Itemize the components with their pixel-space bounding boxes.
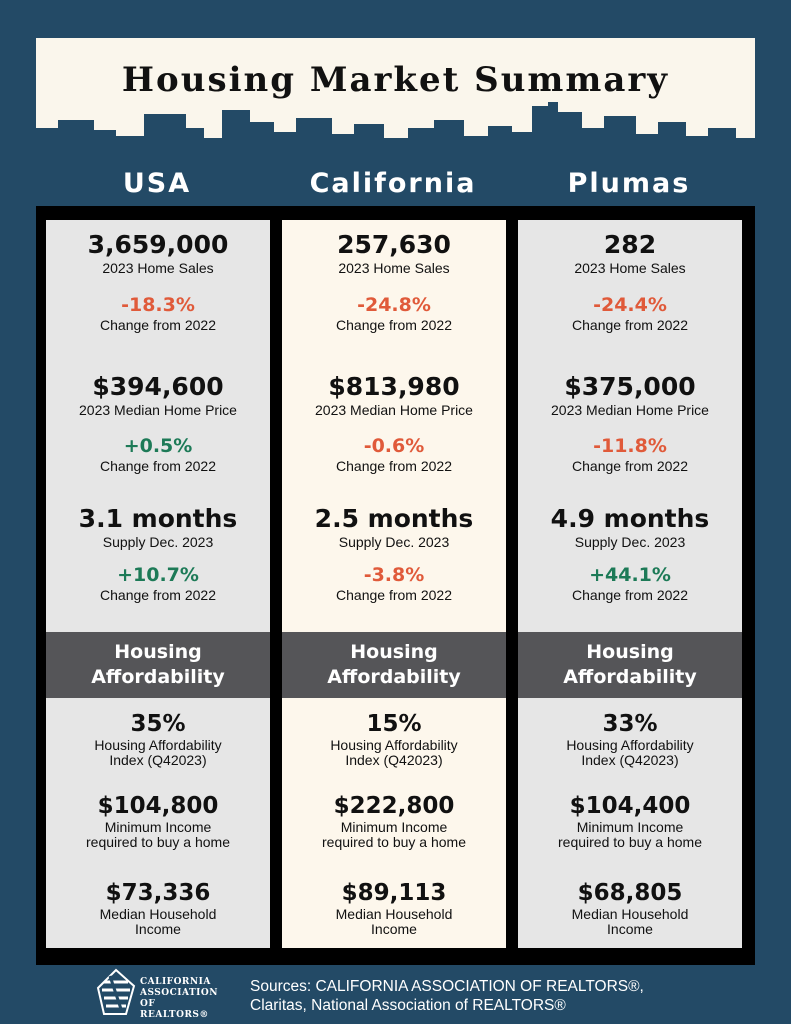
sources-text: Sources: CALIFORNIA ASSOCIATION OF REALT… xyxy=(250,977,770,1015)
median-price-label: 2023 Median Home Price xyxy=(79,402,237,418)
page-title: Housing Market Summary xyxy=(121,60,670,100)
median-price-change: +0.5% xyxy=(123,435,193,457)
supply-label: Supply Dec. 2023 xyxy=(102,534,214,550)
median-price-change: -11.8% xyxy=(593,435,667,457)
affordability-index-label: Housing Affordability xyxy=(94,737,222,753)
column-plumas: 282 2023 Home Sales -24.4% Change from 2… xyxy=(518,220,742,948)
sources-line2: Claritas, National Association of REALTO… xyxy=(250,997,566,1014)
minimum-income-label: Minimum Income xyxy=(576,819,684,835)
logo-line2: ASSOCIATION xyxy=(140,988,218,998)
household-income-label: Median Household xyxy=(571,906,689,922)
affordability-heading-line1: Housing xyxy=(586,641,674,663)
minimum-income-value: $104,400 xyxy=(569,793,691,819)
affordability-heading-line2: Affordability xyxy=(91,666,225,688)
median-price-value: $394,600 xyxy=(92,372,224,401)
title-banner: Housing Market Summary xyxy=(36,38,755,158)
change-label: Change from 2022 xyxy=(336,458,452,474)
affordability-heading: Housing Affordability xyxy=(46,632,270,698)
change-label: Change from 2022 xyxy=(572,317,688,333)
supply-label: Supply Dec. 2023 xyxy=(338,534,450,550)
change-label: Change from 2022 xyxy=(100,587,216,603)
column-header-usa: USA xyxy=(122,168,192,199)
household-income-sublabel: Income xyxy=(607,921,653,937)
supply-change: -3.8% xyxy=(363,564,425,586)
affordability-heading-line1: Housing xyxy=(114,641,202,663)
minimum-income-label: Minimum Income xyxy=(340,819,448,835)
supply-change: +44.1% xyxy=(589,564,671,586)
change-label: Change from 2022 xyxy=(100,458,216,474)
minimum-income-sublabel: required to buy a home xyxy=(322,834,466,850)
column-california: 257,630 2023 Home Sales -24.8% Change fr… xyxy=(282,220,506,948)
affordability-index-sublabel: Index (Q42023) xyxy=(109,752,207,768)
supply-value: 4.9 months xyxy=(550,504,710,533)
change-label: Change from 2022 xyxy=(572,458,688,474)
supply-label: Supply Dec. 2023 xyxy=(574,534,686,550)
change-label: Change from 2022 xyxy=(336,587,452,603)
affordability-index-sublabel: Index (Q42023) xyxy=(581,752,679,768)
home-sales-change: -24.8% xyxy=(357,294,431,316)
supply-change: +10.7% xyxy=(117,564,199,586)
change-label: Change from 2022 xyxy=(572,587,688,603)
median-price-label: 2023 Median Home Price xyxy=(551,402,709,418)
minimum-income-label: Minimum Income xyxy=(104,819,212,835)
affordability-index-label: Housing Affordability xyxy=(330,737,458,753)
home-sales-change: -24.4% xyxy=(593,294,667,316)
household-income-value: $89,113 xyxy=(341,880,447,906)
minimum-income-sublabel: required to buy a home xyxy=(86,834,230,850)
change-label: Change from 2022 xyxy=(336,317,452,333)
household-income-sublabel: Income xyxy=(135,921,181,937)
household-income-value: $73,336 xyxy=(105,880,211,906)
affordability-heading: Housing Affordability xyxy=(518,632,742,698)
home-sales-value: 3,659,000 xyxy=(87,230,229,259)
column-header-california: California xyxy=(309,168,477,199)
affordability-index-label: Housing Affordability xyxy=(566,737,694,753)
affordability-heading-line2: Affordability xyxy=(327,666,461,688)
logo-line1: CALIFORNIA xyxy=(140,977,211,987)
household-income-value: $68,805 xyxy=(577,880,683,906)
home-sales-value: 257,630 xyxy=(337,230,451,259)
affordability-heading-line2: Affordability xyxy=(563,666,697,688)
median-price-value: $375,000 xyxy=(564,372,696,401)
car-logo: CALIFORNIA ASSOCIATION OF REALTORS® xyxy=(96,968,226,1020)
minimum-income-sublabel: required to buy a home xyxy=(558,834,702,850)
column-header-plumas: Plumas xyxy=(567,168,691,199)
household-income-label: Median Household xyxy=(99,906,217,922)
median-price-change: -0.6% xyxy=(363,435,425,457)
minimum-income-value: $222,800 xyxy=(333,793,455,819)
household-income-sublabel: Income xyxy=(371,921,417,937)
affordability-index-value: 33% xyxy=(602,711,658,737)
home-sales-value: 282 xyxy=(603,230,657,259)
affordability-heading: Housing Affordability xyxy=(282,632,506,698)
median-price-label: 2023 Median Home Price xyxy=(315,402,473,418)
household-income-label: Median Household xyxy=(335,906,453,922)
home-sales-label: 2023 Home Sales xyxy=(102,260,214,276)
minimum-income-value: $104,800 xyxy=(97,793,219,819)
affordability-index-value: 15% xyxy=(366,711,422,737)
sources-line1: Sources: CALIFORNIA ASSOCIATION OF REALT… xyxy=(250,978,644,995)
home-sales-label: 2023 Home Sales xyxy=(338,260,450,276)
supply-value: 3.1 months xyxy=(78,504,238,533)
logo-line3: OF REALTORS® xyxy=(140,999,209,1020)
car-logo-icon xyxy=(96,968,136,1015)
change-label: Change from 2022 xyxy=(100,317,216,333)
median-price-value: $813,980 xyxy=(328,372,460,401)
home-sales-label: 2023 Home Sales xyxy=(574,260,686,276)
supply-value: 2.5 months xyxy=(314,504,474,533)
affordability-index-value: 35% xyxy=(130,711,186,737)
column-usa: 3,659,000 2023 Home Sales -18.3% Change … xyxy=(46,220,270,948)
skyline-graphic xyxy=(36,102,755,158)
logo-text: CALIFORNIA ASSOCIATION OF REALTORS® xyxy=(140,977,226,1021)
affordability-heading-line1: Housing xyxy=(350,641,438,663)
affordability-index-sublabel: Index (Q42023) xyxy=(345,752,443,768)
home-sales-change: -18.3% xyxy=(121,294,195,316)
